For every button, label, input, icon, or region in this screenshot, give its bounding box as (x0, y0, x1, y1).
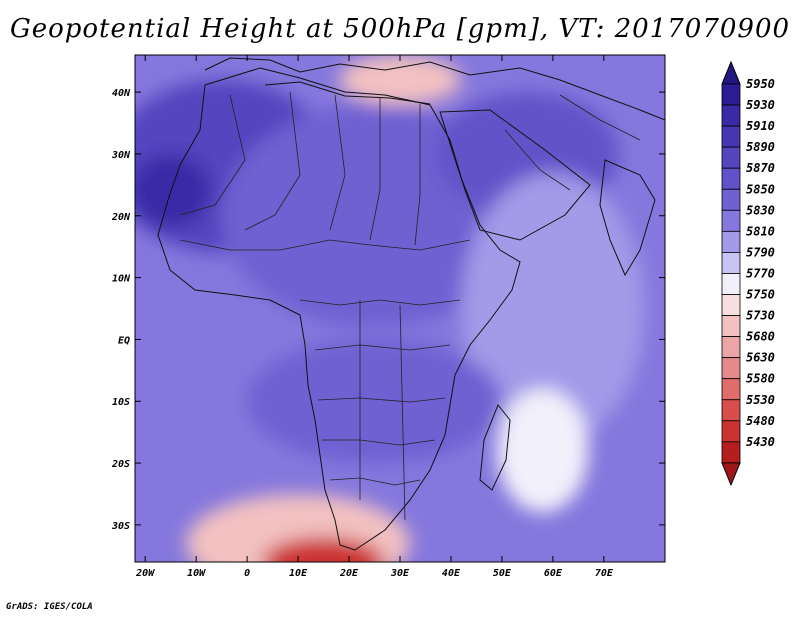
lat-label: 30N (111, 150, 131, 161)
colorbar-label: 5790 (746, 245, 775, 259)
lon-label: 60E (544, 568, 563, 579)
colorbar-box (721, 399, 741, 422)
lat-label: 30S (111, 521, 130, 532)
lon-label: 20W (135, 568, 155, 579)
field-blob-4 (461, 172, 645, 445)
colorbar-top-arrow (721, 60, 741, 85)
latitude-axis: 40N 30N 20N 10N EQ 10S 20S 30S (111, 88, 665, 532)
colorbar-label: 5680 (746, 330, 775, 344)
colorbar-label: 5950 (746, 77, 775, 91)
lon-label: 10E (289, 568, 308, 579)
lon-label: 20E (339, 568, 359, 579)
colorbar-label: 5750 (746, 288, 775, 302)
colorbar-label: 5430 (746, 435, 775, 449)
colorbar-legend: 5950 5930 5910 5890 5870 5850 5830 5810 5790 5770… (721, 60, 775, 487)
colorbar-label: 5890 (746, 140, 775, 154)
lon-label: 0 (244, 568, 250, 579)
lat-label: EQ (118, 335, 130, 346)
lon-label: 30E (390, 568, 410, 579)
colorbar-box (721, 146, 741, 169)
colorbar-label: 5580 (746, 372, 775, 386)
madagascar-coastline (479, 404, 511, 491)
colorbar-box (721, 167, 741, 190)
country-borders (179, 91, 641, 521)
lon-label: 50E (493, 568, 512, 579)
colorbar-box (721, 357, 741, 380)
colorbar-box (721, 251, 741, 274)
lat-label: 40N (112, 88, 131, 99)
colorbar-box (721, 378, 741, 401)
field-blob-9 (338, 55, 462, 105)
colorbar-box (721, 188, 741, 211)
colorbar-box (721, 273, 741, 295)
colorbar-label: 5630 (746, 351, 775, 365)
mediterranean-coastline (264, 81, 431, 105)
colorbar-label: 5480 (746, 414, 775, 428)
lon-label: 40E (442, 568, 461, 579)
credit-text: GrADS: IGES/COLA (6, 602, 93, 612)
colorbar-box (721, 315, 741, 337)
longitude-axis: 20W 10W 0 10E 20E 30E 40E 50E 60E 70E (135, 55, 614, 579)
lat-label: 10N (112, 274, 131, 285)
arabia-coastline (439, 109, 591, 241)
map-plot-area (134, 54, 666, 563)
colorbar-label: 5910 (746, 119, 775, 133)
colorbar-box (721, 420, 741, 443)
colorbar-box (721, 336, 741, 359)
field-blob-8 (262, 537, 385, 562)
africa-coastline (157, 67, 521, 551)
lat-label: 20S (111, 459, 130, 470)
lon-label: 10W (187, 568, 206, 579)
field-blob-5 (247, 339, 502, 464)
colorbar-box (721, 209, 741, 232)
colorbar-bottom-arrow (721, 462, 741, 487)
europe-coastline (204, 57, 665, 121)
field-blob-1 (135, 153, 212, 229)
lon-label: 70E (595, 568, 614, 579)
colorbar-box (721, 125, 741, 148)
colorbar-label: 5730 (746, 309, 775, 323)
colorbar-label: 5930 (746, 98, 775, 112)
lat-label: 10S (112, 397, 130, 408)
lat-label: 20N (111, 212, 131, 223)
coastlines (157, 57, 665, 551)
colorbar-label: 5870 (746, 161, 775, 175)
india-coastline (599, 159, 656, 277)
field-blob-6 (496, 388, 589, 513)
colorbar-label: 5810 (746, 224, 775, 238)
colorbar-box (721, 294, 741, 316)
colorbar-label: 5530 (746, 393, 775, 407)
colorbar-label: 5830 (746, 203, 775, 217)
colorbar-box (721, 104, 741, 127)
colorbar-box (721, 441, 741, 464)
colorbar-label: 5770 (746, 266, 775, 280)
colorbar-box (721, 230, 741, 253)
map-title: Geopotential Height at 500hPa [gpm], VT:… (9, 14, 791, 44)
colorbar-box (721, 83, 741, 106)
colorbar-label: 5850 (746, 182, 775, 196)
